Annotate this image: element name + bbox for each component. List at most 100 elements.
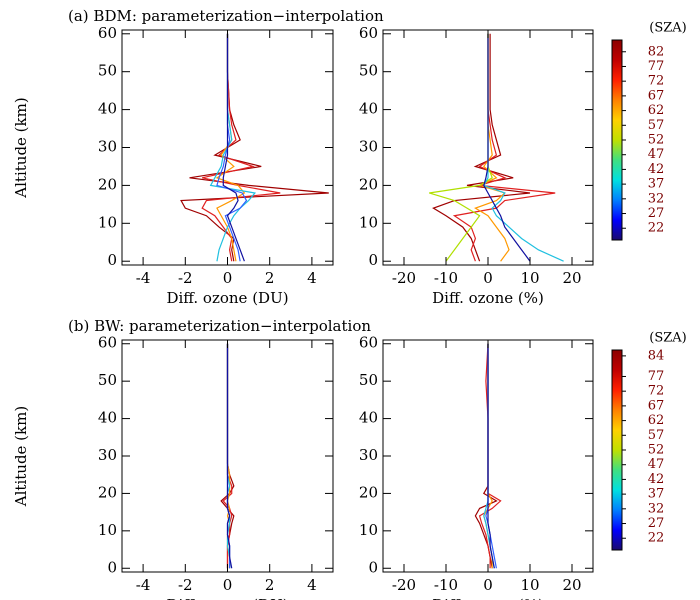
- colorbar-scale: [611, 39, 623, 241]
- y-tick-label: 10: [359, 213, 378, 231]
- colorbar-tick-label: 72: [648, 74, 665, 89]
- y-tick-label: 0: [368, 251, 378, 269]
- x-tick-label: 10: [520, 576, 539, 594]
- x-axis-label: Diff. ozone (%): [432, 596, 544, 600]
- colorbar-title: (SZA): [649, 331, 686, 346]
- y-tick-label: 60: [98, 334, 117, 352]
- x-tick-label: -10: [434, 576, 458, 594]
- lines: [474, 343, 502, 569]
- profile-line: [209, 33, 257, 262]
- y-tick-label: 10: [359, 521, 378, 539]
- profile-line: [226, 343, 233, 569]
- x-tick-label: -20: [392, 269, 416, 287]
- colorbar-tick-label: 62: [648, 413, 665, 428]
- y-tick-label: 50: [359, 371, 378, 389]
- profile-line: [483, 33, 531, 262]
- y-tick-label: 60: [359, 24, 378, 42]
- y-tick-label: 30: [359, 446, 378, 464]
- y-tick-label: 50: [359, 62, 378, 80]
- y-tick-label: 0: [107, 251, 117, 269]
- y-tick-label: 50: [98, 62, 117, 80]
- x-tick-label: -4: [136, 576, 151, 594]
- colorbar-tick-label: 37: [648, 487, 665, 502]
- y-tick-label: 10: [98, 213, 117, 231]
- x-tick-label: 4: [307, 269, 317, 287]
- colorbar-tick-label: 42: [648, 472, 665, 487]
- y-tick-label: 40: [359, 409, 378, 427]
- colorbar-tick-label: 52: [648, 133, 665, 148]
- colorbar-tick-label: 52: [648, 443, 665, 458]
- profile-line: [215, 33, 246, 262]
- y-axis-label: Altitude (km): [12, 406, 30, 507]
- x-axis-label: Diff. ozone (%): [432, 289, 544, 307]
- colorbar-tick-label: 47: [648, 147, 665, 162]
- panel-title: (a) BDM: parameterization−interpolation: [68, 7, 384, 25]
- profile-line: [201, 33, 281, 262]
- y-tick-label: 60: [98, 24, 117, 42]
- colorbar-tick-label: 37: [648, 177, 665, 192]
- x-axis-label: Diff. ozone (DU): [166, 596, 288, 600]
- x-tick-label: -4: [136, 269, 151, 287]
- y-tick-label: 30: [98, 446, 117, 464]
- panel: -20 -10 0 10 20 0 10 20 30 40 50 60 Diff. ozone (%) (…: [359, 331, 687, 600]
- y-tick-label: 40: [98, 409, 117, 427]
- panel-title: (b) BW: parameterization−interpolation: [68, 317, 371, 335]
- y-axis-label: Altitude (km): [12, 97, 30, 198]
- x-axis-label: Diff. ozone (DU): [166, 289, 288, 307]
- x-tick-label: 4: [307, 576, 317, 594]
- colorbar-tick-label: 27: [648, 206, 665, 221]
- colorbar-tick-label: 77: [648, 369, 665, 384]
- x-tick-label: 0: [223, 576, 233, 594]
- x-tick-label: -2: [178, 269, 193, 287]
- colorbar-tick-label: 77: [648, 59, 665, 74]
- y-tick-label: 0: [368, 558, 378, 576]
- profile-line: [474, 33, 510, 262]
- y-tick-label: 20: [359, 483, 378, 501]
- lines: [429, 33, 564, 262]
- y-tick-label: 20: [98, 483, 117, 501]
- colorbar-tick-label: 32: [648, 501, 665, 516]
- y-tick-label: 20: [98, 175, 117, 193]
- colorbar-tick-label: 62: [648, 103, 665, 118]
- x-tick-label: 10: [520, 269, 539, 287]
- colorbar-tick-label: 84: [648, 348, 665, 363]
- colorbar-tick-label: 57: [648, 118, 665, 133]
- colorbar-tick-label: 22: [648, 221, 665, 236]
- colorbar-tick-label: 57: [648, 428, 665, 443]
- x-tick-label: 0: [483, 269, 493, 287]
- y-tick-label: 40: [98, 100, 117, 118]
- y-tick-label: 10: [98, 521, 117, 539]
- x-tick-label: 0: [223, 269, 233, 287]
- y-tick-label: 0: [107, 558, 117, 576]
- colorbar-tick-label: 72: [648, 384, 665, 399]
- colorbar-tick-label: 22: [648, 531, 665, 546]
- x-tick-label: -10: [434, 269, 458, 287]
- profile-line: [429, 33, 493, 262]
- x-tick-label: -2: [178, 576, 193, 594]
- y-tick-label: 20: [359, 175, 378, 193]
- x-tick-label: 0: [483, 576, 493, 594]
- profile-line: [432, 33, 531, 262]
- colorbar-tick-label: 32: [648, 191, 665, 206]
- y-tick-label: 40: [359, 100, 378, 118]
- x-tick-label: 2: [265, 576, 275, 594]
- panel: -20 -10 0 10 20 0 10 20 30 40 50 60 Diff. ozone (%) (…: [359, 21, 687, 308]
- colorbar-tick-label: 47: [648, 457, 665, 472]
- colorbar-tick-label: 42: [648, 162, 665, 177]
- y-tick-label: 50: [98, 371, 117, 389]
- x-tick-label: 20: [562, 576, 581, 594]
- colorbar-tick-label: 67: [648, 398, 665, 413]
- x-tick-label: -20: [392, 576, 416, 594]
- x-tick-label: 20: [562, 269, 581, 287]
- profile-line: [222, 33, 245, 262]
- colorbar-title: (SZA): [649, 21, 686, 36]
- colorbar-scale: [611, 349, 623, 551]
- colorbar-tick-label: 67: [648, 88, 665, 103]
- profile-line: [487, 343, 495, 569]
- lines: [220, 343, 235, 569]
- y-tick-label: 30: [359, 138, 378, 156]
